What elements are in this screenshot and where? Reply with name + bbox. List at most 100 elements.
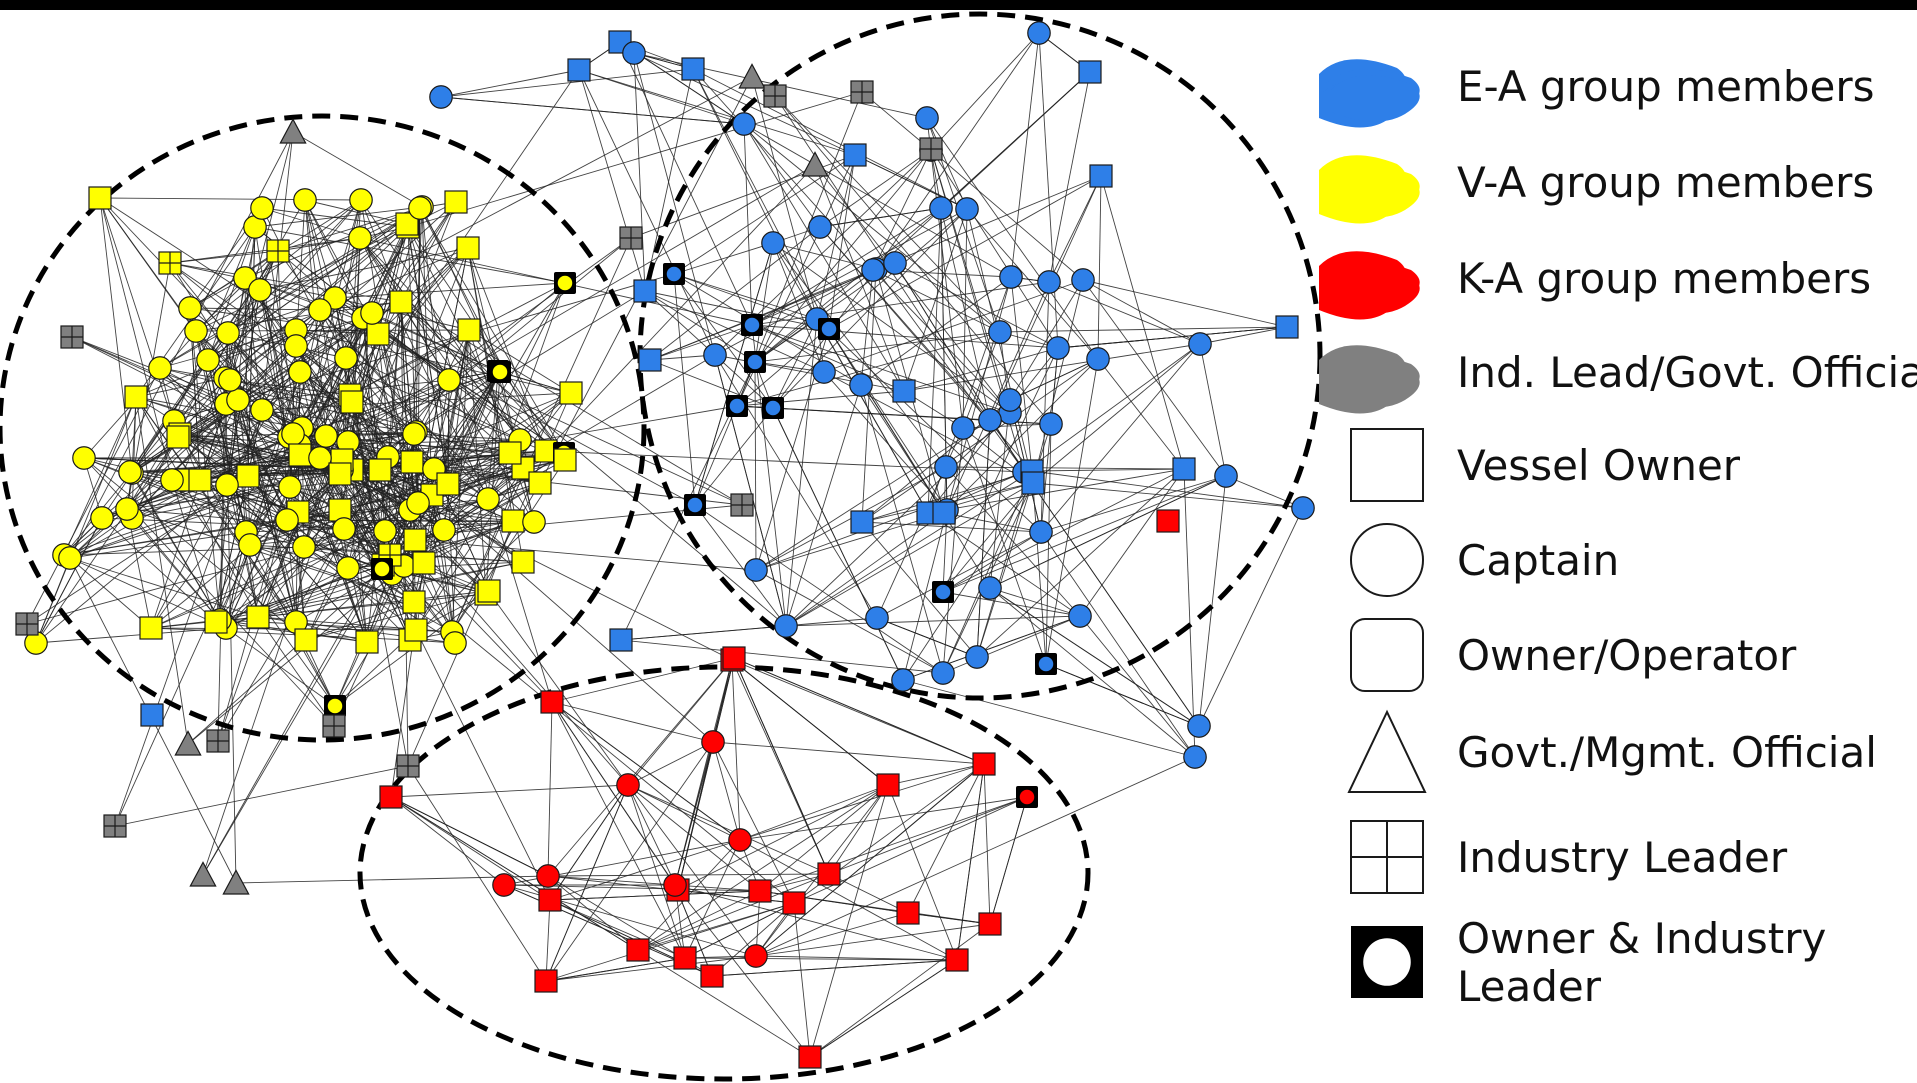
network-edge — [1023, 471, 1200, 727]
network-edge — [351, 469, 449, 485]
network-edge — [772, 242, 947, 468]
ea-vessel-owner-node — [850, 510, 874, 534]
network-edge — [419, 207, 565, 454]
ea-vessel-owner-node — [1172, 457, 1196, 481]
owner-industry-leader-node — [489, 361, 511, 383]
network-edge — [907, 912, 991, 925]
network-edge — [451, 237, 632, 633]
industry-leader-node — [266, 239, 290, 263]
network-edge — [159, 207, 421, 369]
va-vessel-owner-node — [188, 468, 212, 492]
network-edge — [816, 318, 929, 514]
ka-vessel-owner-node — [782, 891, 806, 915]
network-edge — [319, 309, 489, 500]
network-edge — [135, 396, 259, 618]
network-edge — [366, 456, 389, 643]
ea-captain-node — [1039, 412, 1063, 436]
industry-leader-node — [396, 754, 420, 778]
network-edge — [415, 467, 524, 631]
network-edge — [894, 262, 1025, 473]
network-edge — [875, 268, 1034, 484]
va-captain-node — [373, 519, 397, 543]
network-edge — [823, 371, 948, 511]
network-edge — [751, 208, 968, 326]
network-edge — [966, 208, 1099, 360]
network-edge — [754, 331, 1001, 363]
ea-vessel-owner-node — [843, 143, 867, 167]
network-edge — [887, 784, 958, 961]
network-edge — [551, 701, 686, 959]
network-edge — [828, 328, 948, 511]
network-edge — [785, 482, 1034, 627]
network-edge — [989, 796, 1028, 925]
network-edge — [377, 333, 419, 504]
ea-vessel-owner-node — [932, 501, 956, 525]
network-edge — [754, 207, 942, 363]
network-edge — [226, 289, 261, 486]
network-edge — [325, 435, 566, 461]
network-edge — [861, 521, 1042, 533]
va-captain-node — [443, 631, 467, 655]
va-captain-node — [406, 491, 430, 515]
industry-leader-node — [763, 84, 787, 108]
network-edge — [677, 657, 735, 891]
network-edge — [347, 441, 409, 767]
network-edge — [956, 763, 985, 961]
legend-color-swatch — [1319, 155, 1420, 224]
network-edge — [227, 199, 306, 334]
network-edge — [637, 784, 889, 951]
network-edge — [989, 175, 1102, 421]
ea-vessel-owner-node — [1275, 315, 1299, 339]
network-edge — [712, 741, 741, 841]
network-edge — [341, 459, 368, 643]
network-edge — [1048, 175, 1102, 283]
network-edge — [202, 459, 343, 876]
va-vessel-owner-node — [402, 590, 426, 614]
owner-industry-leader-node — [726, 395, 748, 417]
va-captain-node — [215, 473, 239, 497]
network-edge — [736, 208, 968, 407]
legend: E-A group members V-A group members K-A gr… — [1319, 59, 1917, 1011]
ea-captain-node — [978, 408, 1002, 432]
va-vessel-owner-node — [477, 579, 501, 603]
network-edge — [739, 839, 958, 961]
va-captain-node — [248, 278, 272, 302]
ka-captain-node — [663, 873, 687, 897]
network-edge — [751, 324, 905, 392]
va-vessel-owner-node — [436, 472, 460, 496]
ea-vessel-owner-node — [1021, 471, 1045, 495]
ea-vessel-owner-node — [638, 348, 662, 372]
network-edge — [785, 470, 1033, 627]
network-edge — [485, 371, 501, 595]
network-edge — [1032, 482, 1304, 509]
ea-captain-node — [1027, 21, 1051, 45]
owner-industry-leader-node — [741, 314, 763, 336]
va-captain-node — [278, 475, 302, 499]
network-edge — [692, 68, 968, 210]
network-edge — [774, 95, 1001, 333]
network-edge — [828, 154, 856, 330]
network-edge — [731, 659, 889, 786]
network-edge — [173, 420, 368, 643]
legend-shape-label: Vessel Owner — [1457, 441, 1741, 490]
network-edge — [1048, 71, 1091, 283]
network-edge — [989, 475, 1227, 589]
network-edge — [860, 269, 874, 386]
network-edge — [69, 508, 128, 559]
network-edge — [733, 657, 830, 875]
legend-color-label: E-A group members — [1457, 62, 1875, 111]
network-edge — [261, 207, 409, 228]
network-edge — [945, 466, 1081, 617]
network-edge — [71, 336, 290, 438]
legend-shape-icon — [1347, 709, 1427, 793]
va-vessel-owner-node — [246, 605, 270, 629]
network-edge — [1198, 475, 1227, 727]
va-captain-node — [178, 296, 202, 320]
network-edge — [751, 281, 1050, 326]
network-edge — [195, 250, 279, 332]
network-edge — [159, 367, 353, 403]
network-edge — [966, 208, 1034, 484]
va-captain-node — [314, 424, 338, 448]
network-edge — [549, 784, 629, 901]
owner-industry-leader-node — [762, 397, 784, 419]
